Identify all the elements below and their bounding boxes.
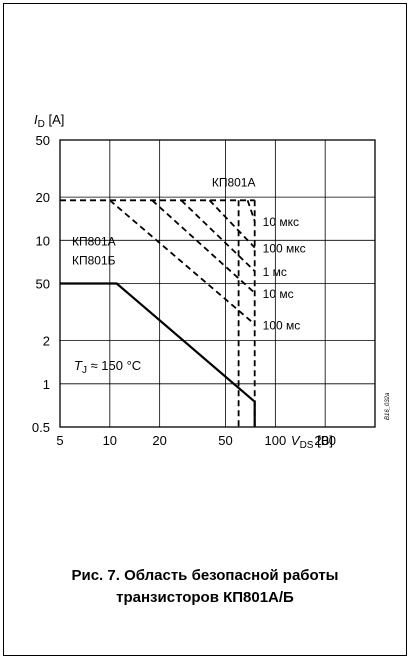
- series-label: 10 мкс: [263, 215, 299, 229]
- side-code: B16_032a: [385, 392, 391, 420]
- series-label: 10 мс: [263, 287, 294, 301]
- y-tick-label: 0.5: [32, 420, 50, 435]
- x-tick-label: 200: [314, 433, 336, 448]
- caption-line-1: Рис. 7. Область безопасной работы: [71, 567, 339, 584]
- x-tick-label: 5: [56, 433, 63, 448]
- chart-labels: 0.5 1 2 50 10 20 50 5 10 20 50 100 200 ID [А] VDS [В] 1…: [32, 112, 336, 451]
- series-label: 100 мкс: [263, 242, 306, 256]
- curve-10-мкс: [246, 200, 256, 222]
- x-tick-label: 20: [152, 433, 166, 448]
- y-axis-label: ID [А]: [34, 112, 64, 130]
- y-tick-label: 10: [36, 233, 50, 248]
- x-tick-label: 10: [103, 433, 117, 448]
- series-label: 1 мс: [263, 265, 287, 279]
- page-frame: [3, 3, 407, 656]
- y-tick-label: 20: [36, 190, 50, 205]
- y-tick-label: 2: [43, 334, 50, 349]
- x-tick-label: 100: [264, 433, 286, 448]
- series-label: 100 мс: [263, 318, 301, 332]
- chart-curves: [60, 199, 256, 427]
- annotation-kp801a-left: КП801А: [72, 234, 116, 248]
- figure-caption: Рис. 7. Область безопасной работы транзи…: [10, 565, 400, 609]
- y-tick-label: 50: [36, 133, 50, 148]
- annotation-kp801a-top: КП801А: [212, 175, 256, 189]
- y-tick-label: 1: [43, 377, 50, 392]
- curve-100-мс: [109, 199, 256, 325]
- annotation-tj: TJ ≈ 150 °C: [74, 358, 141, 376]
- y-tick-label: 50: [36, 277, 50, 292]
- x-axis-label: VDS [В]: [291, 433, 333, 451]
- curve-1-мс: [180, 199, 256, 272]
- caption-line-2: транзисторов КП801А/Б: [116, 589, 294, 606]
- x-tick-label: 50: [218, 433, 232, 448]
- curve-100-мкс: [208, 199, 256, 249]
- annotation-kp801b-left: КП801Б: [72, 253, 116, 267]
- curve-10-мс: [151, 199, 256, 294]
